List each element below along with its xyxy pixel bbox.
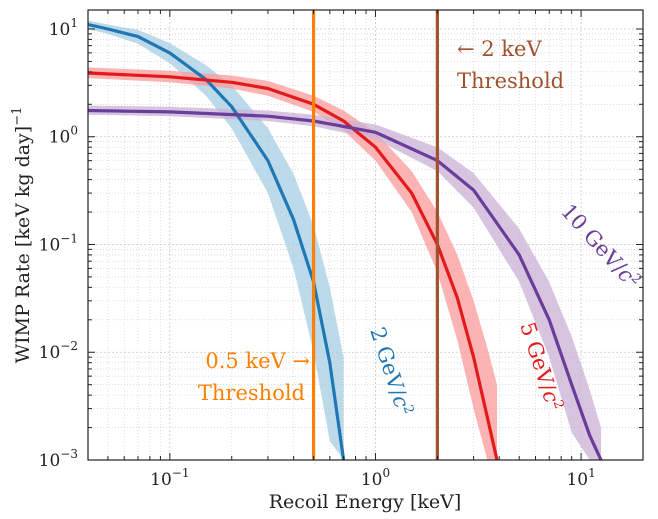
uncertainty-band-2	[88, 105, 601, 460]
uncertainty-band-1	[88, 67, 497, 461]
threshold-label-2kev-word: Threshold	[457, 69, 564, 93]
y-axis-label: WIMP Rate [keV kg day]−1	[10, 107, 34, 364]
y-tick-label: 10−3	[39, 447, 78, 471]
uncertainty-band-0	[88, 20, 344, 461]
plot-background	[88, 10, 643, 460]
x-tick-label: 101	[566, 466, 595, 490]
threshold-label-2kev: ← 2 keV	[457, 37, 542, 61]
y-tick-label: 10−2	[39, 339, 78, 363]
y-tick-label: 100	[49, 124, 78, 148]
x-tick-label: 10−1	[150, 466, 189, 490]
tick-layer: 10−1 100 101 10−3 10−2 10−1 100 101	[39, 10, 644, 490]
line-layer	[87, 22, 603, 461]
y-tick-label: 101	[49, 16, 78, 40]
plot-frame	[87, 9, 644, 461]
threshold-layer	[311, 10, 439, 460]
series-line-2	[87, 108, 603, 461]
band-layer	[88, 20, 601, 461]
series-line-1	[87, 71, 499, 461]
threshold-label-0p5kev-word: Threshold	[198, 381, 305, 405]
x-axis-label: Recoil Energy [keV]	[269, 491, 462, 513]
threshold-label-0p5kev: 0.5 keV →	[205, 349, 310, 373]
series-line-0	[87, 22, 346, 461]
y-tick-label: 10−1	[39, 231, 78, 255]
x-tick-label: 100	[361, 466, 390, 490]
